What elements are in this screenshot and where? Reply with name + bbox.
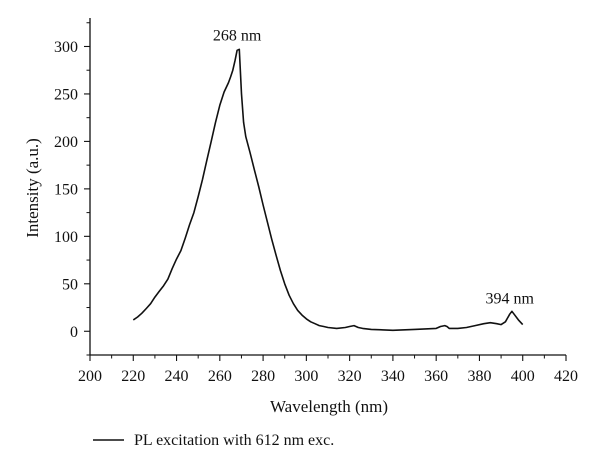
x-tick-label: 200: [78, 368, 102, 385]
y-tick-label: 250: [54, 86, 78, 103]
y-tick-label: 150: [54, 181, 78, 198]
x-tick-label: 420: [554, 368, 578, 385]
x-axis-title: Wavelength (nm): [270, 397, 388, 416]
y-axis-title: Intensity (a.u.): [23, 138, 42, 238]
annotations: 268 nm 394 nm: [213, 27, 535, 307]
x-tick-label: 320: [338, 368, 362, 385]
series-line-pl-excitation: [132, 48, 524, 332]
x-tick-label: 280: [251, 368, 275, 385]
x-tick-label: 240: [165, 368, 189, 385]
peak-annotation: 268 nm: [213, 27, 262, 44]
peak-annotation: 394 nm: [486, 290, 535, 307]
legend: PL excitation with 612 nm exc.: [93, 432, 334, 449]
x-tick-label: 340: [381, 368, 405, 385]
ticks: 200 220 240 260 280 300 320 340 360 380 400 420 0 50 1…: [54, 22, 578, 385]
y-tick-label: 0: [70, 324, 78, 341]
x-tick-label: 260: [208, 368, 232, 385]
data-series: [132, 48, 524, 332]
x-tick-label: 360: [424, 368, 448, 385]
x-tick-label: 300: [294, 368, 318, 385]
x-tick-label: 220: [121, 368, 145, 385]
y-tick-label: 50: [62, 276, 78, 293]
y-tick-label: 300: [54, 39, 78, 56]
y-tick-label: 100: [54, 229, 78, 246]
legend-label: PL excitation with 612 nm exc.: [134, 432, 334, 449]
x-tick-label: 380: [467, 368, 491, 385]
x-tick-label: 400: [511, 368, 535, 385]
y-tick-label: 200: [54, 134, 78, 151]
